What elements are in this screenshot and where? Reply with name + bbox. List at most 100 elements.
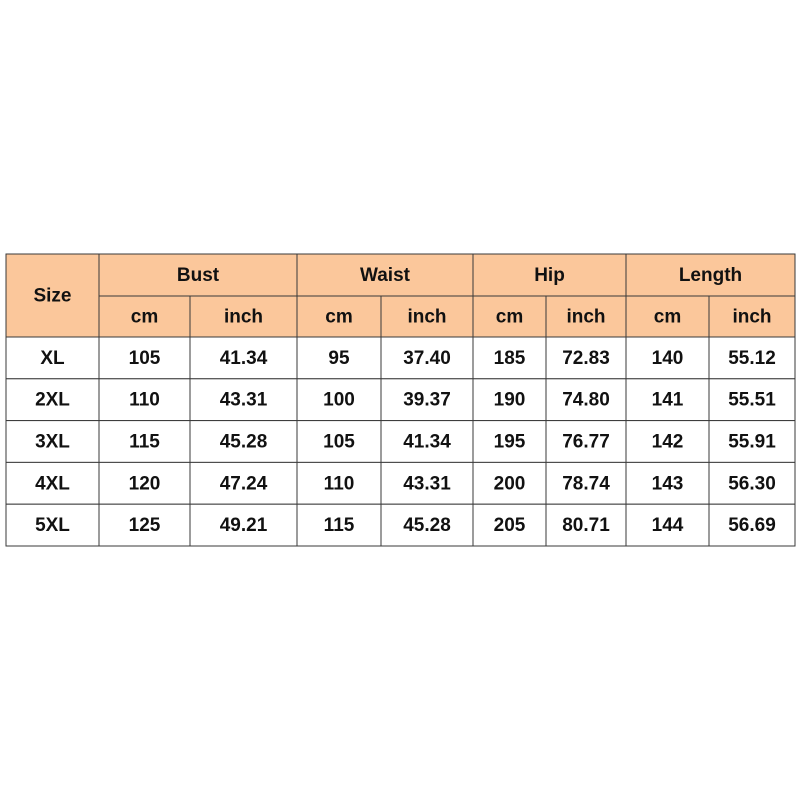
measurement-cell bbox=[708, 461, 796, 505]
group-header-cell bbox=[472, 253, 627, 297]
measurement-cell bbox=[296, 503, 382, 547]
unit-header: cm bbox=[131, 307, 158, 328]
measurement: 100 bbox=[323, 390, 355, 411]
unit-header: cm bbox=[325, 307, 352, 328]
unit-header: inch bbox=[566, 307, 605, 328]
measurement-cell bbox=[708, 336, 796, 380]
size-header: Size bbox=[33, 286, 71, 307]
measurement: 110 bbox=[324, 473, 355, 494]
measurement-cell bbox=[472, 336, 547, 380]
measurement: 95 bbox=[328, 348, 350, 369]
group-header: Length bbox=[679, 265, 742, 286]
measurement-cell bbox=[472, 378, 547, 422]
unit-header: inch bbox=[407, 307, 446, 328]
measurement-cell bbox=[625, 461, 710, 505]
unit-header-cell bbox=[625, 295, 710, 338]
unit-header: cm bbox=[496, 307, 523, 328]
group-header-cell bbox=[296, 253, 474, 297]
measurement: 195 bbox=[494, 432, 526, 453]
measurement-cell bbox=[189, 461, 298, 505]
measurement: 140 bbox=[652, 348, 684, 369]
measurement: 45.28 bbox=[403, 515, 451, 536]
measurement: 141 bbox=[652, 390, 684, 411]
size-label-cell bbox=[5, 503, 100, 547]
measurement-cell bbox=[545, 503, 627, 547]
measurement-cell bbox=[545, 378, 627, 422]
unit-header-cell bbox=[472, 295, 547, 338]
measurement: 41.34 bbox=[403, 432, 451, 453]
measurement: 78.74 bbox=[562, 473, 610, 494]
measurement: 39.37 bbox=[403, 390, 451, 411]
measurement: 76.77 bbox=[562, 432, 610, 453]
measurement: 43.31 bbox=[403, 473, 451, 494]
measurement: 45.28 bbox=[220, 432, 268, 453]
measurement-cell bbox=[189, 336, 298, 380]
measurement: 105 bbox=[129, 348, 161, 369]
unit-header-cell bbox=[98, 295, 191, 338]
measurement: 115 bbox=[324, 515, 355, 536]
size-label-cell bbox=[5, 336, 100, 380]
measurement-cell bbox=[98, 461, 191, 505]
measurement-cell bbox=[708, 503, 796, 547]
measurement: 144 bbox=[652, 515, 684, 536]
measurement-cell bbox=[545, 461, 627, 505]
measurement-cell bbox=[98, 503, 191, 547]
measurement: 115 bbox=[129, 432, 160, 453]
size-header-cell bbox=[5, 253, 100, 338]
measurement: 37.40 bbox=[403, 348, 451, 369]
measurement-cell bbox=[380, 420, 474, 463]
measurement: 185 bbox=[494, 348, 526, 369]
measurement: 80.71 bbox=[562, 515, 610, 536]
group-header: Bust bbox=[177, 265, 220, 286]
measurement: 105 bbox=[323, 432, 355, 453]
size-label: 5XL bbox=[35, 515, 70, 536]
measurement: 47.24 bbox=[220, 473, 268, 494]
measurement: 55.51 bbox=[728, 390, 776, 411]
measurement-cell bbox=[708, 378, 796, 422]
measurement: 200 bbox=[494, 473, 526, 494]
measurement-cell bbox=[472, 420, 547, 463]
measurement: 205 bbox=[494, 515, 526, 536]
measurement-cell bbox=[472, 461, 547, 505]
measurement-cell bbox=[380, 378, 474, 422]
group-header: Hip bbox=[534, 265, 565, 286]
unit-header-cell bbox=[296, 295, 382, 338]
measurement-cell bbox=[189, 378, 298, 422]
measurement: 43.31 bbox=[220, 390, 268, 411]
unit-header: inch bbox=[224, 307, 263, 328]
size-label: 4XL bbox=[35, 473, 70, 494]
measurement: 56.30 bbox=[728, 473, 776, 494]
measurement: 55.91 bbox=[728, 432, 776, 453]
measurement-cell bbox=[380, 461, 474, 505]
measurement-cell bbox=[625, 336, 710, 380]
measurement-cell bbox=[380, 503, 474, 547]
measurement: 55.12 bbox=[728, 348, 776, 369]
unit-header: inch bbox=[732, 307, 771, 328]
measurement-cell bbox=[625, 420, 710, 463]
measurement: 120 bbox=[129, 473, 161, 494]
measurement: 74.80 bbox=[562, 390, 610, 411]
measurement-cell bbox=[625, 503, 710, 547]
measurement: 56.69 bbox=[728, 515, 776, 536]
size-label: XL bbox=[40, 348, 65, 369]
size-label: 3XL bbox=[35, 432, 70, 453]
measurement-cell bbox=[472, 503, 547, 547]
measurement: 125 bbox=[129, 515, 161, 536]
group-header-cell bbox=[98, 253, 298, 297]
measurement: 72.83 bbox=[562, 348, 610, 369]
measurement: 142 bbox=[652, 432, 684, 453]
size-label: 2XL bbox=[35, 390, 70, 411]
measurement-cell bbox=[708, 420, 796, 463]
measurement: 49.21 bbox=[220, 515, 268, 536]
measurement-cell bbox=[296, 336, 382, 380]
measurement: 190 bbox=[494, 390, 526, 411]
measurement: 110 bbox=[129, 390, 160, 411]
measurement: 41.34 bbox=[220, 348, 268, 369]
measurement-cell bbox=[380, 336, 474, 380]
measurement: 143 bbox=[652, 473, 684, 494]
measurement-cell bbox=[545, 336, 627, 380]
group-header: Waist bbox=[360, 265, 411, 286]
unit-header: cm bbox=[654, 307, 681, 328]
size-label-cell bbox=[5, 378, 100, 422]
